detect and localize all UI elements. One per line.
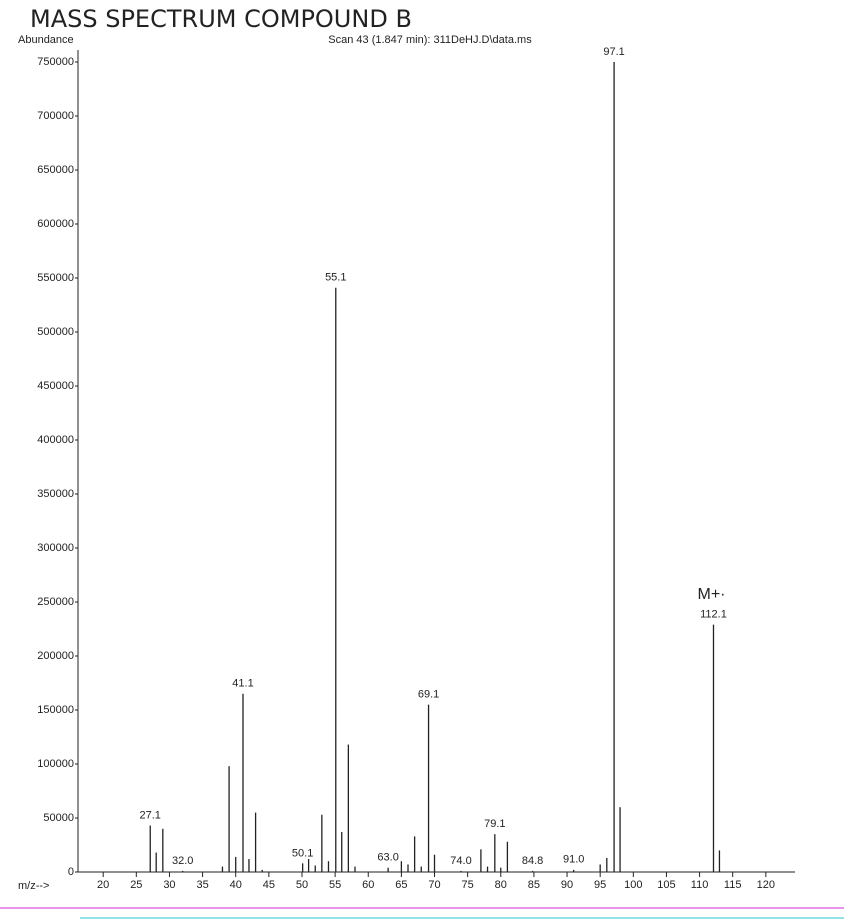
peak-label: 69.1: [418, 689, 439, 701]
y-tick-label: 650000: [37, 164, 74, 176]
x-tick-label: 100: [624, 879, 642, 891]
y-tick-label: 700000: [37, 110, 74, 122]
x-tick-label: 60: [362, 879, 374, 891]
peak-label: 32.0: [172, 855, 193, 867]
peak-label: 112.1: [700, 609, 727, 621]
x-tick-label: 55: [329, 879, 341, 891]
peak-label: 63.0: [377, 852, 398, 864]
y-tick-label: 0: [68, 866, 74, 878]
x-tick-label: 50: [296, 879, 308, 891]
y-axis-label: Abundance: [18, 34, 74, 46]
x-tick-label: 115: [724, 879, 742, 891]
y-tick-label: 200000: [37, 650, 74, 662]
chart-title: MASS SPECTRUM COMPOUND B: [30, 5, 412, 33]
y-tick-label: 450000: [37, 380, 74, 392]
y-tick-label: 50000: [43, 812, 74, 824]
x-tick-label: 90: [561, 879, 573, 891]
x-tick-label: 120: [757, 879, 775, 891]
y-tick-label: 300000: [37, 542, 74, 554]
peak-label: 97.1: [603, 46, 624, 58]
chart-subtitle: Scan 43 (1.847 min): 311DeHJ.D\data.ms: [328, 34, 532, 46]
x-tick-label: 75: [462, 879, 474, 891]
x-tick-label: 85: [528, 879, 540, 891]
x-tick-label: 110: [691, 879, 709, 891]
x-axis-label: m/z-->: [18, 880, 49, 892]
y-tick-label: 550000: [37, 272, 74, 284]
annotation: M+·: [697, 586, 725, 603]
x-tick-label: 20: [97, 879, 109, 891]
y-tick-label: 600000: [37, 218, 74, 230]
peak-label: 41.1: [232, 678, 253, 690]
x-tick-label: 95: [594, 879, 606, 891]
y-tick-label: 100000: [37, 758, 74, 770]
y-tick-label: 150000: [37, 704, 74, 716]
x-tick-label: 25: [130, 879, 142, 891]
x-tick-label: 45: [263, 879, 275, 891]
y-tick-label: 350000: [37, 488, 74, 500]
x-tick-label: 80: [495, 879, 507, 891]
y-tick-label: 400000: [37, 434, 74, 446]
x-tick-label: 65: [395, 879, 407, 891]
peak-label: 91.0: [563, 854, 584, 866]
x-tick-label: 35: [196, 879, 208, 891]
peak-label: 74.0: [450, 855, 471, 867]
peak-label: 79.1: [484, 818, 505, 830]
x-tick-label: 70: [428, 879, 440, 891]
x-tick-label: 40: [230, 879, 242, 891]
x-tick-label: 105: [657, 879, 675, 891]
peak-label: 50.1: [292, 847, 313, 859]
peak-label: 27.1: [140, 809, 161, 821]
y-tick-label: 750000: [37, 56, 74, 68]
peak-label: 84.8: [522, 855, 543, 867]
peak-label: 55.1: [325, 272, 346, 284]
y-tick-label: 250000: [37, 596, 74, 608]
y-tick-label: 500000: [37, 326, 74, 338]
x-tick-label: 30: [163, 879, 175, 891]
